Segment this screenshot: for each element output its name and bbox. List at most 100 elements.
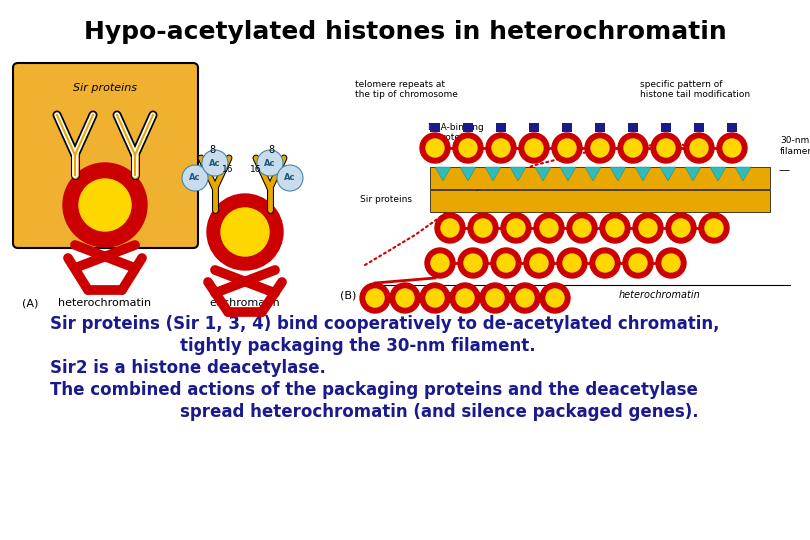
Text: 16: 16 bbox=[222, 165, 234, 174]
Bar bbox=[694, 123, 704, 132]
Text: —: — bbox=[778, 165, 789, 175]
Circle shape bbox=[474, 219, 492, 237]
Circle shape bbox=[497, 254, 515, 272]
Circle shape bbox=[629, 254, 647, 272]
Circle shape bbox=[450, 283, 480, 313]
Circle shape bbox=[534, 213, 564, 243]
Text: specific pattern of
histone tail modification: specific pattern of histone tail modific… bbox=[640, 80, 750, 99]
Circle shape bbox=[717, 133, 747, 163]
Circle shape bbox=[633, 213, 663, 243]
Circle shape bbox=[525, 139, 543, 157]
Circle shape bbox=[540, 283, 570, 313]
Circle shape bbox=[666, 213, 696, 243]
Bar bbox=[628, 123, 638, 132]
Circle shape bbox=[277, 165, 303, 191]
Bar bbox=[595, 123, 605, 132]
Circle shape bbox=[182, 165, 208, 191]
Circle shape bbox=[221, 208, 269, 256]
Polygon shape bbox=[635, 167, 651, 181]
Text: Sir2 is a histone deacetylase.: Sir2 is a histone deacetylase. bbox=[50, 359, 326, 377]
Text: 16: 16 bbox=[250, 165, 262, 174]
Circle shape bbox=[623, 248, 653, 278]
Circle shape bbox=[590, 248, 620, 278]
Circle shape bbox=[510, 283, 540, 313]
Circle shape bbox=[426, 289, 444, 307]
Circle shape bbox=[507, 219, 525, 237]
Polygon shape bbox=[610, 167, 626, 181]
Circle shape bbox=[453, 133, 483, 163]
Circle shape bbox=[366, 289, 384, 307]
Polygon shape bbox=[710, 167, 726, 181]
Text: heterochromatin: heterochromatin bbox=[619, 290, 701, 300]
Text: The combined actions of the packaging proteins and the deacetylase: The combined actions of the packaging pr… bbox=[50, 381, 698, 399]
Bar bbox=[661, 123, 671, 132]
Circle shape bbox=[639, 219, 657, 237]
Circle shape bbox=[360, 283, 390, 313]
Polygon shape bbox=[585, 167, 601, 181]
Circle shape bbox=[456, 289, 474, 307]
Text: tightly packaging the 30-nm filament.: tightly packaging the 30-nm filament. bbox=[180, 337, 535, 355]
Circle shape bbox=[651, 133, 681, 163]
Bar bbox=[430, 123, 440, 132]
Circle shape bbox=[257, 150, 283, 176]
Circle shape bbox=[390, 283, 420, 313]
Circle shape bbox=[540, 219, 558, 237]
Circle shape bbox=[618, 133, 648, 163]
Circle shape bbox=[552, 133, 582, 163]
Circle shape bbox=[425, 248, 455, 278]
Circle shape bbox=[606, 219, 624, 237]
Circle shape bbox=[563, 254, 581, 272]
Circle shape bbox=[501, 213, 531, 243]
Circle shape bbox=[519, 133, 549, 163]
Circle shape bbox=[705, 219, 723, 237]
Circle shape bbox=[684, 133, 714, 163]
Text: Hypo-acetylated histones in heterochromatin: Hypo-acetylated histones in heterochroma… bbox=[83, 20, 727, 44]
Bar bbox=[463, 123, 473, 132]
Text: telomere repeats at
the tip of chromosome: telomere repeats at the tip of chromosom… bbox=[355, 80, 458, 99]
Circle shape bbox=[567, 213, 597, 243]
Bar bbox=[562, 123, 572, 132]
Circle shape bbox=[723, 139, 741, 157]
Bar bbox=[529, 123, 539, 132]
Circle shape bbox=[530, 254, 548, 272]
Text: 30-nm
filament: 30-nm filament bbox=[780, 136, 810, 156]
Polygon shape bbox=[510, 167, 526, 181]
Circle shape bbox=[486, 133, 516, 163]
Circle shape bbox=[672, 219, 690, 237]
Circle shape bbox=[202, 150, 228, 176]
Circle shape bbox=[63, 163, 147, 247]
Circle shape bbox=[573, 219, 591, 237]
Text: euchromatin: euchromatin bbox=[210, 298, 280, 308]
Bar bbox=[496, 123, 506, 132]
Circle shape bbox=[420, 133, 450, 163]
Circle shape bbox=[426, 139, 444, 157]
Bar bbox=[430, 167, 770, 189]
Circle shape bbox=[558, 139, 576, 157]
Circle shape bbox=[546, 289, 564, 307]
Circle shape bbox=[585, 133, 615, 163]
Bar bbox=[430, 190, 770, 212]
Circle shape bbox=[491, 248, 521, 278]
Text: Ac: Ac bbox=[284, 173, 296, 183]
Circle shape bbox=[524, 248, 554, 278]
Circle shape bbox=[435, 213, 465, 243]
Circle shape bbox=[431, 254, 449, 272]
FancyBboxPatch shape bbox=[13, 63, 198, 248]
Polygon shape bbox=[735, 167, 751, 181]
Circle shape bbox=[420, 283, 450, 313]
Circle shape bbox=[480, 283, 510, 313]
Text: (B): (B) bbox=[340, 290, 356, 300]
Circle shape bbox=[79, 179, 131, 231]
Polygon shape bbox=[660, 167, 676, 181]
Text: Sir proteins (Sir 1, 3, 4) bind cooperatively to de-acetylated chromatin,: Sir proteins (Sir 1, 3, 4) bind cooperat… bbox=[50, 315, 719, 333]
Circle shape bbox=[468, 213, 498, 243]
Text: heterochromatin: heterochromatin bbox=[58, 298, 151, 308]
Polygon shape bbox=[485, 167, 501, 181]
Polygon shape bbox=[435, 167, 451, 181]
Text: 8: 8 bbox=[209, 145, 215, 155]
Circle shape bbox=[458, 248, 488, 278]
Text: Sir proteins: Sir proteins bbox=[73, 83, 137, 93]
Circle shape bbox=[492, 139, 510, 157]
Text: 8: 8 bbox=[268, 145, 274, 155]
Polygon shape bbox=[460, 167, 476, 181]
